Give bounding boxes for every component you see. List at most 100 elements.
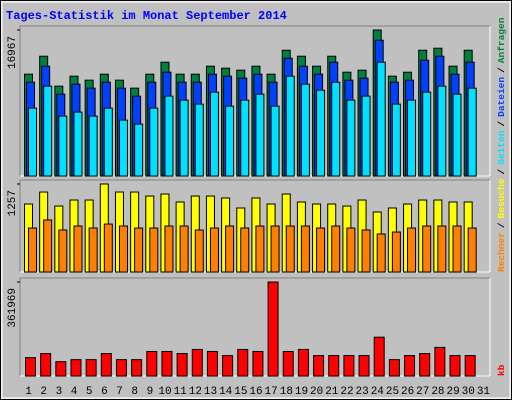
x-tick-label: 16: [249, 386, 262, 398]
bar: [58, 229, 68, 273]
bar: [191, 348, 203, 377]
bar: [164, 95, 174, 177]
x-tick-label: 21: [325, 386, 339, 398]
bar: [73, 111, 83, 177]
x-tick-label: 23: [356, 386, 369, 398]
bar: [88, 227, 98, 273]
bar: [43, 85, 53, 177]
legend-separator: /: [496, 168, 507, 174]
bar: [134, 123, 144, 177]
bar: [434, 346, 446, 377]
bar: [55, 361, 67, 377]
bar: [176, 353, 188, 377]
x-tick-label: 3: [56, 386, 63, 398]
bar: [300, 225, 310, 273]
bar: [404, 355, 416, 377]
x-tick-label: 26: [401, 386, 414, 398]
bar: [422, 225, 432, 273]
bar: [316, 227, 326, 273]
bar: [100, 353, 112, 377]
bar: [85, 359, 97, 377]
bar: [149, 227, 159, 273]
x-tick-label: 22: [340, 386, 353, 398]
bar: [388, 359, 400, 377]
bar: [240, 227, 250, 273]
bar: [331, 225, 341, 273]
bar: [103, 223, 113, 273]
bar: [225, 105, 235, 177]
bar: [270, 225, 280, 273]
bar: [331, 81, 341, 177]
bar: [240, 99, 250, 177]
bar: [297, 348, 309, 377]
chart-title: Tages-Statistik im Monat September 2014: [6, 9, 287, 23]
bar: [149, 107, 159, 177]
x-tick-label: 4: [71, 386, 78, 398]
x-tick-label: 29: [446, 386, 459, 398]
bar: [391, 231, 401, 273]
legend-entry: kb: [496, 364, 507, 376]
bar: [373, 336, 385, 377]
bar: [206, 350, 218, 377]
legend-separator: /: [496, 222, 507, 228]
bar: [313, 355, 325, 377]
bar: [346, 227, 356, 273]
bar: [252, 350, 264, 377]
x-tick-label: 24: [371, 386, 385, 398]
bar: [376, 61, 386, 177]
bar: [407, 99, 417, 177]
bar: [70, 359, 82, 377]
bar: [346, 99, 356, 177]
x-tick-label: 9: [147, 386, 154, 398]
x-tick-label: 1: [25, 386, 32, 398]
bar: [464, 355, 476, 377]
bar: [28, 227, 37, 273]
bar: [467, 87, 477, 177]
bar: [103, 107, 113, 177]
legend-separator: /: [496, 121, 507, 127]
bar: [237, 348, 249, 377]
bar: [300, 83, 310, 177]
bar: [255, 225, 265, 273]
bar: [134, 227, 144, 273]
x-tick-label: 18: [280, 386, 293, 398]
bar: [437, 85, 447, 177]
bar: [225, 225, 235, 273]
bar: [449, 355, 461, 377]
bar: [452, 225, 462, 273]
x-tick-label: 17: [265, 386, 278, 398]
legend-entry: Dateien: [496, 77, 507, 117]
x-tick-label: 2: [40, 386, 47, 398]
x-tick-label: 6: [101, 386, 108, 398]
bar: [209, 91, 219, 177]
bar: [58, 115, 68, 177]
bar: [361, 95, 371, 177]
bar: [28, 107, 37, 177]
bar: [419, 353, 431, 377]
x-tick-label: 28: [431, 386, 444, 398]
bar: [376, 233, 386, 273]
x-tick-label: 12: [189, 386, 202, 398]
bar: [255, 93, 265, 177]
bar: [40, 353, 52, 377]
bar: [267, 281, 279, 377]
y-tick-label: 1257: [7, 190, 19, 216]
bar: [43, 219, 53, 273]
bar: [146, 350, 158, 377]
x-tick-label: 30: [462, 386, 475, 398]
bar: [407, 227, 417, 273]
bar: [422, 91, 432, 177]
y-tick-label: 16967: [7, 36, 19, 69]
x-tick-label: 8: [131, 386, 138, 398]
bar: [115, 359, 127, 377]
x-tick-label: 25: [386, 386, 399, 398]
bar: [285, 225, 295, 273]
bar: [222, 355, 234, 377]
bar: [467, 227, 477, 273]
bar: [194, 103, 204, 177]
legend-separator: /: [496, 67, 507, 73]
bar: [179, 99, 189, 177]
bar: [164, 225, 174, 273]
